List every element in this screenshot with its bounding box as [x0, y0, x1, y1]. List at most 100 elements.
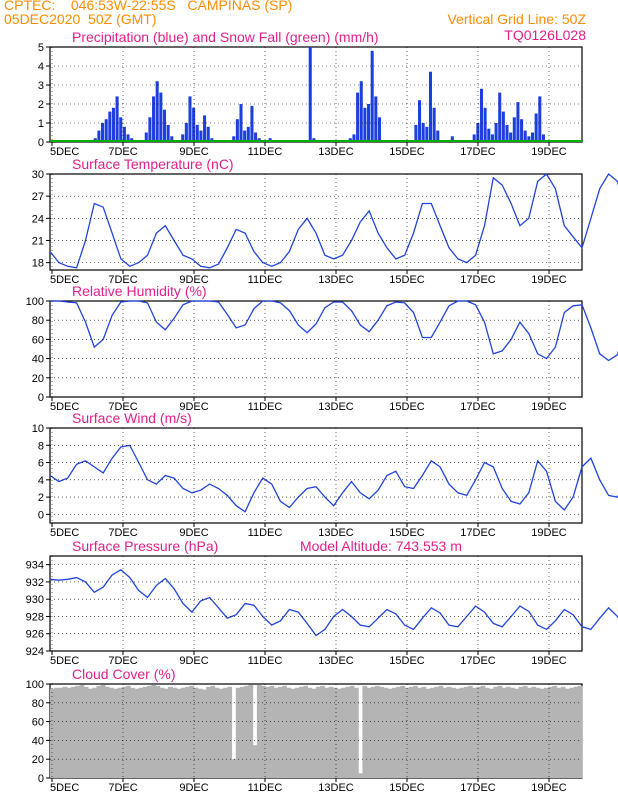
y-tick-label: 40: [32, 354, 44, 366]
header-code: TQ0126L028: [504, 27, 586, 43]
cloud-bar: [256, 684, 262, 778]
cloud-bar: [88, 688, 93, 778]
cloud-bar: [142, 686, 148, 778]
cloud-bar: [518, 686, 524, 778]
cloud-bar: [79, 684, 85, 778]
cloud-bar: [442, 687, 448, 778]
cloud-bar: [514, 688, 520, 778]
y-tick-label: 6: [38, 458, 44, 470]
x-tick-label: 19DEC: [531, 782, 567, 794]
cloud-bar: [548, 686, 553, 778]
cloud-bar: [164, 688, 169, 778]
cloud-bar: [54, 687, 59, 778]
precip-bar: [374, 96, 378, 142]
y-tick-label: 934: [26, 560, 44, 572]
y-tick-label: 80: [32, 698, 44, 710]
x-tick-label: 13DEC: [318, 655, 354, 667]
y-tick-label: 27: [32, 191, 44, 203]
precip-bar: [359, 81, 363, 142]
x-tick-label: 15DEC: [389, 146, 425, 158]
y-tick-label: 928: [26, 611, 44, 623]
x-tick-label: 9DEC: [179, 401, 208, 413]
precip-bar: [155, 81, 159, 142]
x-tick-label: 5DEC: [50, 527, 79, 539]
cloud-bar: [100, 684, 106, 778]
series-line: [49, 444, 618, 513]
cloud-bar: [235, 687, 241, 778]
cloud-bar: [392, 687, 397, 778]
x-tick-label: 19DEC: [531, 655, 567, 667]
precip-bar: [104, 119, 108, 142]
panel-5: Surface Pressure (hPa) Model Altitude: 74…: [26, 538, 618, 667]
x-tick-label: 17DEC: [460, 527, 496, 539]
x-tick-label: 13DEC: [318, 274, 354, 286]
x-tick-label: 15DEC: [389, 527, 425, 539]
precip-bar: [235, 119, 239, 142]
precip-bar: [414, 124, 418, 142]
x-tick-label: 7DEC: [108, 655, 137, 667]
y-tick-label: 1: [38, 118, 44, 130]
precip-bar: [111, 107, 115, 142]
x-tick-label: 15DEC: [389, 655, 425, 667]
cloud-bar: [480, 685, 486, 778]
y-tick-label: 21: [32, 235, 44, 247]
plot-frame: [49, 173, 583, 271]
panel-6: Cloud Cover (%) 0 20 40 60 80 100 5DEC 7DEC 9DEC 1…: [26, 666, 583, 794]
x-tick-label: 5DEC: [50, 655, 79, 667]
plot-frame: [49, 300, 583, 398]
cloud-bar: [370, 686, 376, 778]
x-tick-label: 9DEC: [179, 782, 208, 794]
precip-bar: [159, 92, 163, 142]
y-tick-label: 24: [32, 213, 44, 225]
x-tick-label: 11DEC: [248, 527, 283, 539]
cloud-bar: [303, 685, 309, 778]
x-tick-label: 9DEC: [179, 274, 208, 286]
precip-bar: [101, 123, 105, 142]
cloud-bar: [210, 685, 216, 778]
precip-bar: [192, 107, 196, 142]
x-tick-label: 13DEC: [318, 527, 354, 539]
y-tick-label: 0: [38, 392, 44, 404]
precip-bar: [432, 107, 436, 142]
cloud-bar: [71, 686, 76, 778]
cloud-bar: [299, 686, 304, 778]
precip-bar: [490, 134, 494, 142]
cloud-bar: [400, 685, 406, 778]
cloud-bar: [189, 685, 195, 778]
cloud-bar: [328, 686, 334, 778]
series-line: [49, 173, 618, 269]
cloud-bar: [484, 687, 490, 778]
precip-bar: [152, 96, 156, 142]
x-tick-label: 5DEC: [50, 274, 79, 286]
precip-bar: [418, 100, 422, 142]
precip-bar: [520, 119, 524, 142]
y-tick-label: 100: [26, 679, 44, 691]
cloud-bar: [510, 687, 515, 778]
y-tick-label: 80: [32, 315, 44, 327]
precip-bar: [428, 71, 433, 142]
x-tick-label: 15DEC: [389, 782, 425, 794]
cloud-bar: [66, 687, 72, 778]
panel-1: Precipitation (blue) and Snow Fall (gree…: [38, 29, 583, 158]
x-tick-label: 7DEC: [108, 782, 137, 794]
cloud-bar: [430, 687, 435, 778]
precip-bar: [188, 96, 192, 142]
precip-bar: [498, 92, 502, 142]
cloud-bar: [278, 686, 283, 778]
precip-bar: [352, 134, 356, 142]
precip-bar: [476, 123, 480, 142]
cloud-bar: [92, 687, 97, 778]
cloud-bar: [417, 687, 423, 778]
precip-bar: [527, 136, 531, 142]
cloud-bar: [560, 686, 566, 778]
cloud-bar: [434, 686, 439, 778]
panel-title: Precipitation (blue) and Snow Fall (gree…: [72, 29, 379, 45]
cloud-bar: [58, 687, 64, 778]
cloud-bar: [231, 759, 237, 778]
cloud-bar: [248, 684, 254, 778]
precip-bar: [377, 117, 381, 142]
cloud-bar: [341, 687, 347, 778]
y-tick-label: 20: [32, 373, 44, 385]
cloud-bar: [383, 687, 389, 778]
cloud-bar: [506, 686, 511, 778]
